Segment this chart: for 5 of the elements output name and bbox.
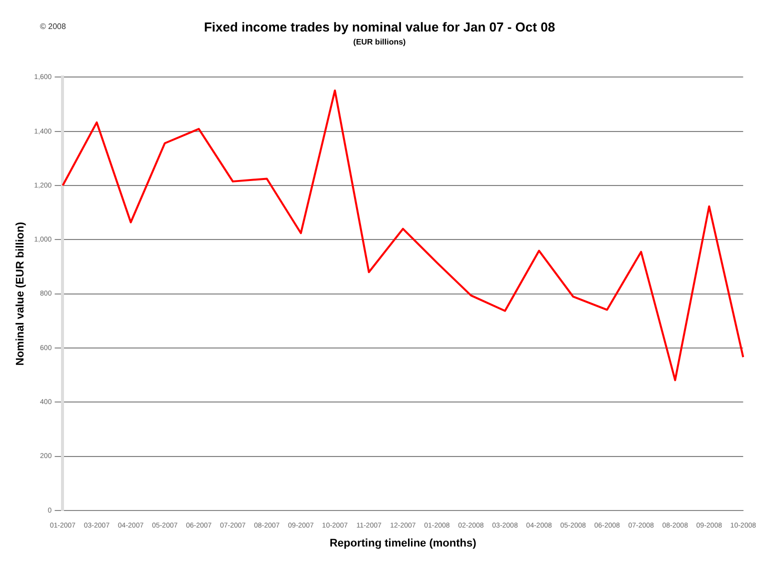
chart-subtitle: (EUR billions) xyxy=(353,38,406,47)
x-axis-title: Reporting timeline (months) xyxy=(330,537,477,550)
chart-title: Fixed income trades by nominal value for Jan 07 - Oct 08 xyxy=(204,19,556,34)
y-axis-title: Nominal value (EUR billion) xyxy=(14,222,27,366)
text: © 2008 xyxy=(40,22,66,31)
